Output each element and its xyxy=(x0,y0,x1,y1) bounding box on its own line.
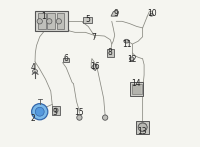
Text: 15: 15 xyxy=(75,108,84,117)
Text: 10: 10 xyxy=(147,9,157,19)
Circle shape xyxy=(35,107,44,116)
Circle shape xyxy=(56,19,61,24)
Circle shape xyxy=(77,115,82,120)
Text: 14: 14 xyxy=(131,79,141,88)
Text: 9: 9 xyxy=(114,9,119,19)
Text: 3: 3 xyxy=(53,108,58,117)
Text: 2: 2 xyxy=(31,114,35,123)
Bar xyxy=(63,58,69,62)
Ellipse shape xyxy=(150,13,153,16)
Bar xyxy=(57,13,64,29)
Text: 4: 4 xyxy=(31,63,36,72)
Polygon shape xyxy=(111,10,118,16)
Circle shape xyxy=(47,19,52,24)
Circle shape xyxy=(138,123,147,132)
Text: 11: 11 xyxy=(122,40,131,49)
Text: 13: 13 xyxy=(137,127,147,136)
Text: 16: 16 xyxy=(90,62,100,71)
Text: 6: 6 xyxy=(64,54,69,63)
Text: 8: 8 xyxy=(108,48,113,57)
Ellipse shape xyxy=(124,39,129,43)
Bar xyxy=(35,11,68,31)
Circle shape xyxy=(37,19,42,24)
Bar xyxy=(130,82,143,96)
Ellipse shape xyxy=(129,57,134,61)
Bar xyxy=(107,49,114,57)
Text: 7: 7 xyxy=(92,33,97,42)
Bar xyxy=(132,84,142,94)
Bar xyxy=(47,13,55,29)
Circle shape xyxy=(54,108,58,112)
Bar xyxy=(83,17,92,23)
Bar xyxy=(136,121,149,134)
Polygon shape xyxy=(91,64,97,71)
Circle shape xyxy=(102,115,108,120)
Text: 12: 12 xyxy=(128,55,137,64)
Bar xyxy=(38,13,46,29)
Circle shape xyxy=(32,104,48,120)
Ellipse shape xyxy=(138,123,147,131)
Text: 1: 1 xyxy=(41,12,46,21)
Text: 5: 5 xyxy=(85,15,90,24)
Ellipse shape xyxy=(32,70,38,73)
Bar xyxy=(52,106,60,115)
